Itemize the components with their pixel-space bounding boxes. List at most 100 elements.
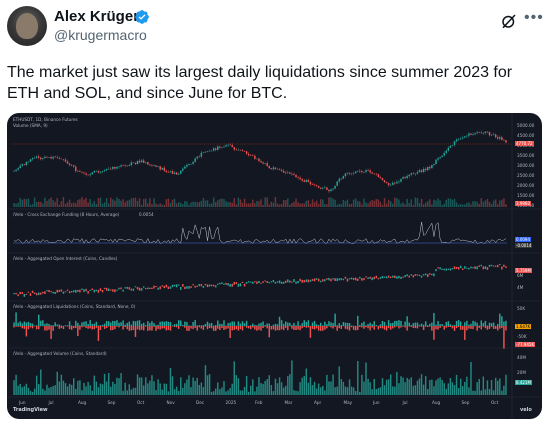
agg-volume-bar (161, 389, 163, 395)
agg-volume-bar (369, 382, 371, 395)
price-volume-bar (229, 202, 231, 207)
vol-axis-40m: 40M (517, 355, 526, 360)
liq-short-bar (23, 326, 26, 329)
oi-candle (278, 280, 281, 284)
price-candle (497, 137, 499, 139)
agg-volume-bar (480, 390, 482, 395)
liq-short-bar (229, 326, 231, 338)
oi-candle (159, 286, 161, 290)
agg-volume-bar (488, 389, 491, 395)
agg-volume-bar (472, 390, 474, 395)
price-volume-bar (324, 204, 326, 207)
liq-short-bar (422, 326, 425, 331)
author-handle[interactable]: @krugermacro (54, 27, 147, 43)
price-candle (457, 138, 460, 140)
agg-volume-bar (392, 386, 394, 395)
liq-short-bar (130, 326, 133, 331)
price-volume-bar (287, 198, 289, 207)
liq-long-bar (474, 321, 476, 326)
price-candle (387, 183, 390, 186)
price-candle (245, 151, 248, 154)
liq-short-bar (377, 326, 380, 330)
agg-volume-bar (19, 383, 21, 395)
agg-volume-bar (194, 380, 196, 395)
price-volume-bar (398, 199, 400, 207)
agg-volume-bar (435, 380, 437, 395)
liq-long-bar (291, 325, 293, 326)
liq-long-bar (322, 325, 324, 326)
oi-candle (13, 293, 15, 295)
more-icon[interactable]: ••• (524, 9, 544, 26)
liq-long-bar (116, 320, 118, 326)
price-volume-bar (291, 202, 293, 207)
oi-candle (303, 280, 305, 283)
grok-icon[interactable] (500, 12, 518, 30)
funding-series (13, 221, 507, 245)
price-candle (155, 165, 157, 167)
agg-volume-bar (130, 389, 133, 395)
price-volume-bar (319, 199, 322, 207)
price-candle (58, 157, 61, 159)
agg-volume-bar (505, 374, 507, 395)
agg-volume-bar (373, 378, 375, 395)
liq-long-bar (169, 322, 172, 326)
price-volume-bar (499, 200, 501, 207)
liq-short-bar (13, 326, 15, 328)
price-volume-bar (361, 204, 363, 207)
agg-volume-bar (334, 387, 336, 395)
liq-long-bar (328, 321, 330, 326)
price-volume-bar (46, 200, 48, 207)
tweet-header: Alex Krüger @krugermacro ••• (0, 0, 550, 52)
price-candle (439, 157, 441, 159)
avatar[interactable] (7, 6, 47, 46)
agg-volume-bar (490, 380, 493, 395)
agg-volume-bar (414, 385, 417, 395)
agg-volume-bar (476, 382, 478, 395)
price-candle (480, 132, 482, 134)
liq-long-bar (303, 320, 305, 326)
price-candle (278, 169, 281, 171)
liq-short-bar (19, 326, 21, 327)
liq-long-bar (52, 325, 54, 326)
oi-candle (285, 280, 287, 283)
agg-volume-bar (305, 368, 308, 395)
oi-candle (357, 278, 359, 281)
liq-long-bar (165, 321, 168, 326)
oi-candle (25, 293, 28, 295)
price-candle (157, 166, 159, 167)
oi-candle (163, 285, 166, 289)
author-name[interactable]: Alex Krüger (54, 8, 140, 25)
price-volume-bar (188, 204, 190, 207)
agg-volume-bar (359, 391, 361, 395)
liq-short-bar (346, 326, 349, 330)
chart-image[interactable]: ETHUSDT, 1D, Binance Futures Volume (SMA… (7, 113, 542, 419)
liq-short-bar (322, 326, 324, 331)
oi-candle (231, 283, 233, 287)
price-volume-bar (212, 197, 215, 207)
agg-volume-bar (258, 377, 260, 395)
liq-long-bar (231, 321, 233, 326)
agg-volume-bar (85, 386, 87, 395)
oi-candle (383, 276, 386, 278)
liq-short-bar (72, 326, 75, 329)
liq-short-bar (81, 326, 83, 328)
price-candle (420, 170, 423, 172)
agg-volume-bar (297, 391, 299, 395)
agg-volume-bar (112, 381, 114, 395)
price-candle (171, 171, 174, 174)
price-volume-bar (250, 203, 252, 207)
price-candle (212, 148, 215, 151)
liq-long-bar (175, 323, 178, 326)
liq-long-bar (437, 320, 439, 326)
price-candle (120, 165, 122, 167)
agg-volume-bar (142, 385, 145, 395)
price-volume-bar (494, 199, 497, 207)
price-volume-bar (177, 202, 180, 207)
liq-short-bar (223, 326, 225, 330)
liq-long-bar (50, 325, 52, 326)
oi-candle (247, 281, 250, 283)
price-volume-bar (462, 204, 464, 207)
oi-pane-label: /Velo - Aggregated Open Interest (Coins,… (13, 256, 118, 261)
agg-volume-bar (40, 369, 42, 395)
liq-short-bar (453, 326, 456, 331)
